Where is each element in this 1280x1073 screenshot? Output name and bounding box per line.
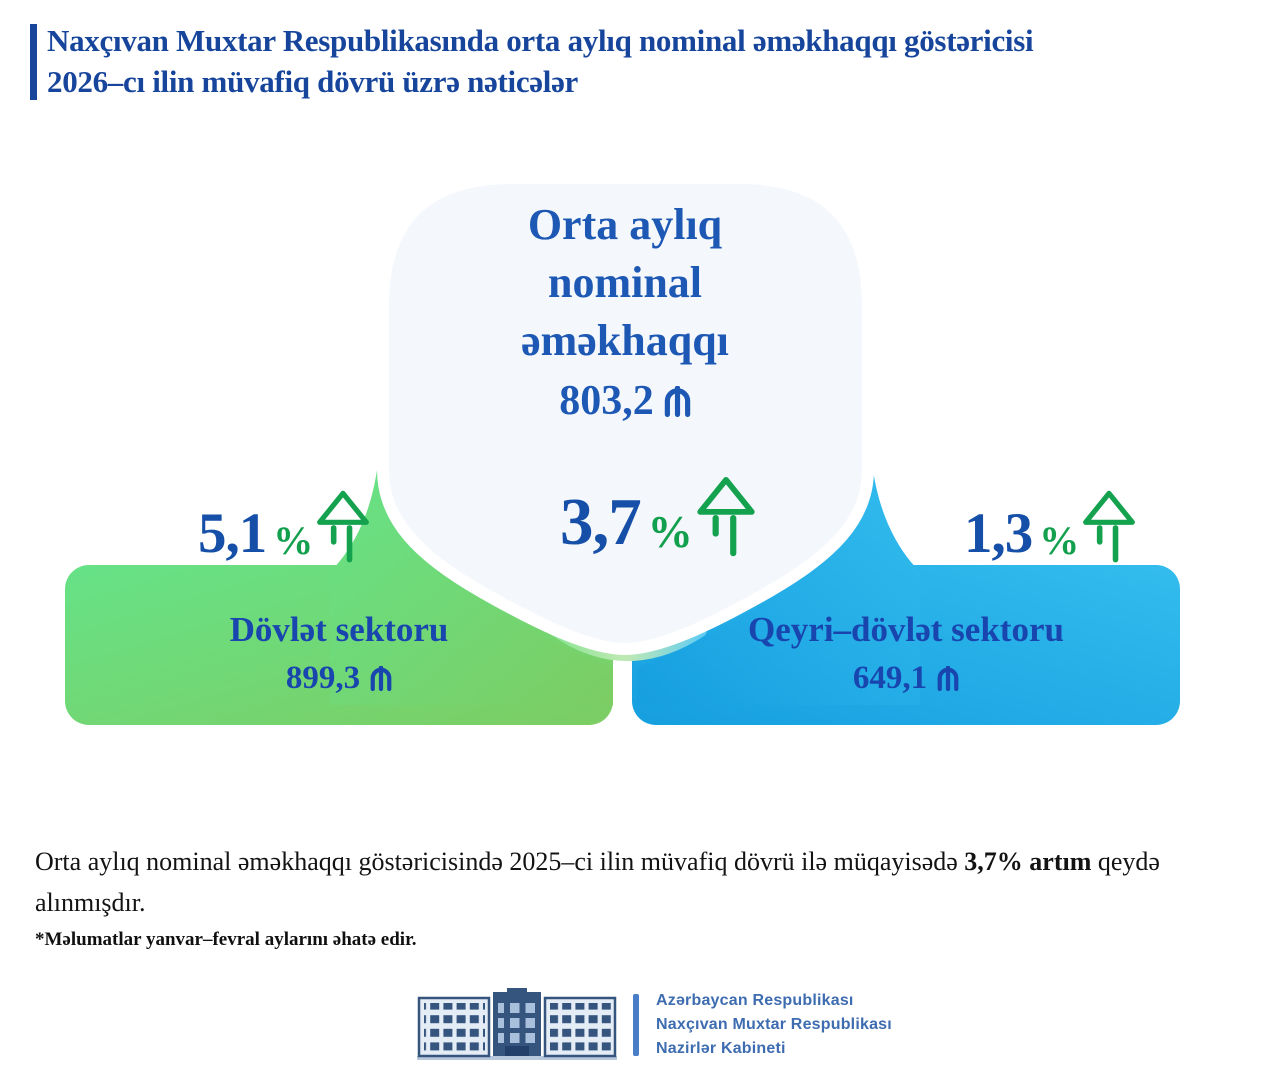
title-accent-bar — [30, 24, 37, 100]
state-growth: 5,1 % — [198, 488, 371, 565]
center-label: Orta aylıq nominal əməkhaqqı 803,2 — [455, 196, 795, 430]
summary-text-after: qeydə alınmışdır. — [35, 847, 1160, 917]
state-growth-unit: % — [273, 518, 314, 563]
center-label-line1: Orta aylıq — [527, 200, 723, 249]
overall-growth: 3,7 % — [560, 474, 757, 559]
state-growth-value: 5,1 — [198, 502, 267, 565]
sectors-diagram — [65, 172, 1180, 725]
footnote-text: *Məlumatlar yanvar–fevral aylarını əhatə… — [35, 929, 417, 950]
state-sector-label: Dövlət sektoru — [229, 610, 449, 649]
center-label-line3: əməkhaqqı — [521, 316, 729, 365]
increase-arrow-icon — [1083, 490, 1136, 563]
footer-line-2: Naxçıvan Muxtar Respublikası — [656, 1016, 892, 1033]
overall-growth-value: 3,7 — [560, 485, 642, 559]
page-title: Naxçıvan Muxtar Respublikasında orta ayl… — [47, 20, 1177, 102]
footer-line-3: Nazirlər Kabineti — [656, 1040, 786, 1057]
summary-text: Orta aylıq nominal əməkhaqqı göstəricisi… — [35, 841, 1180, 923]
non-state-growth: 1,3 % — [964, 488, 1137, 565]
center-amount: 803,2 — [455, 372, 795, 430]
non-state-sector-card: Qeyri–dövlət sektoru 649,1 — [632, 608, 1180, 697]
government-building-icon — [417, 988, 617, 1060]
non-state-sector-label: Qeyri–dövlət sektoru — [748, 610, 1064, 649]
summary-text-before: Orta aylıq nominal əməkhaqqı göstəricisi… — [35, 847, 965, 876]
state-sector-amount-value: 899,3 — [285, 660, 361, 696]
manat-icon — [370, 666, 392, 691]
summary-text-bold: 3,7% artım — [964, 847, 1092, 876]
non-state-sector-amount-value: 649,1 — [852, 660, 928, 696]
footer-divider — [633, 994, 639, 1056]
manat-icon — [937, 666, 959, 691]
page-title-line1: Naxçıvan Muxtar Respublikasında orta ayl… — [47, 23, 1034, 58]
non-state-growth-unit: % — [1039, 518, 1080, 563]
center-label-line2: nominal — [547, 258, 703, 307]
center-amount-value: 803,2 — [559, 378, 654, 424]
footer-organization: Azərbaycan Respublikası Naxçıvan Muxtar … — [656, 989, 892, 1061]
state-sector-card: Dövlət sektoru 899,3 — [65, 608, 613, 697]
footer-line-1: Azərbaycan Respublikası — [656, 992, 854, 1009]
state-sector-amount: 899,3 — [65, 660, 613, 697]
non-state-growth-value: 1,3 — [964, 502, 1033, 565]
increase-arrow-icon — [317, 490, 370, 563]
overall-growth-unit: % — [647, 507, 693, 557]
increase-arrow-icon — [697, 476, 755, 557]
footer: Azərbaycan Respublikası Naxçıvan Muxtar … — [417, 988, 892, 1062]
non-state-sector-amount: 649,1 — [632, 660, 1180, 697]
page-title-line2: 2026–cı ilin müvafiq dövrü üzrə nəticələ… — [47, 64, 578, 99]
center-blob — [377, 172, 874, 655]
manat-icon — [664, 385, 690, 417]
